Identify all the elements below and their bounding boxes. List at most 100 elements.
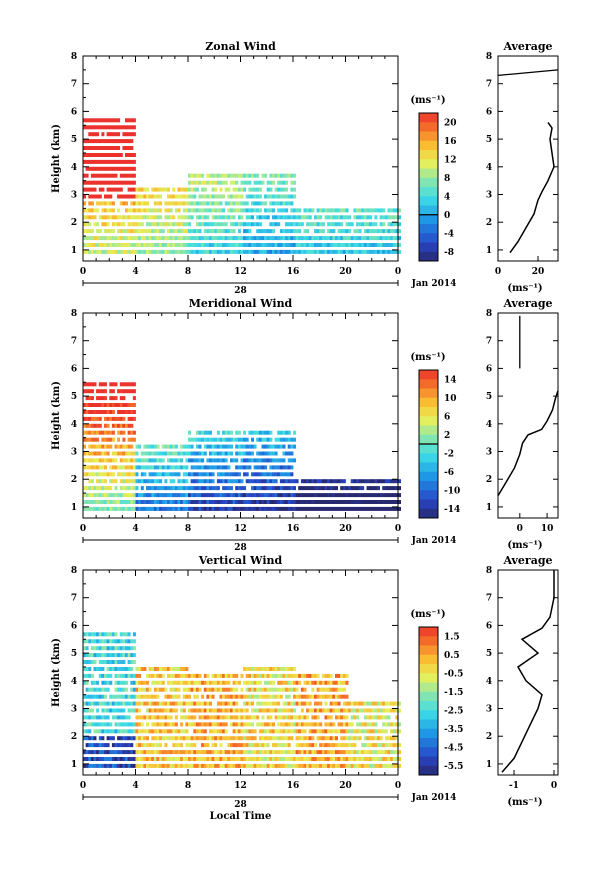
heatmap-cell	[201, 222, 205, 227]
heatmap-cell	[140, 208, 144, 213]
heatmap-cell	[117, 451, 121, 456]
colorbar-tick-label: -2.5	[444, 706, 463, 716]
heatmap-cell	[390, 249, 394, 254]
heatmap-cell	[332, 687, 336, 692]
heatmap-cell	[214, 249, 218, 254]
heatmap-cell	[125, 743, 128, 748]
heatmap-cell	[227, 249, 231, 254]
heatmap-cell	[109, 458, 113, 463]
heatmap-cell	[104, 146, 107, 150]
heatmap-cell	[377, 729, 380, 734]
heatmap-cell	[114, 139, 118, 144]
heatmap-cell	[342, 708, 346, 713]
heatmap-cell	[111, 479, 115, 484]
heatmap-cell	[106, 423, 110, 428]
colorbar-tick-label: 6	[444, 412, 450, 422]
heatmap-cell	[348, 215, 352, 220]
heatmap-cell	[98, 506, 102, 511]
heatmap-cell	[130, 132, 134, 137]
heatmap-cell	[374, 215, 378, 220]
heatmap-cell	[390, 750, 394, 755]
heatmap-cell	[324, 208, 328, 213]
heatmap-cell	[395, 236, 399, 241]
heatmap-cell	[96, 173, 100, 178]
heatmap-cell	[379, 736, 383, 741]
heatmap-cell	[366, 708, 370, 713]
heatmap-cell	[272, 208, 275, 213]
heatmap-cell	[285, 722, 289, 727]
heatmap-cell	[211, 194, 215, 199]
heatmap-cell	[90, 736, 94, 741]
heatmap-cell	[85, 215, 89, 220]
heatmap-cell	[203, 729, 207, 734]
heatmap-cell	[216, 708, 220, 713]
heatmap-cell	[140, 215, 144, 220]
heatmap-cell	[90, 465, 94, 470]
heatmap-cell	[93, 444, 97, 449]
heatmap-cell	[219, 444, 223, 449]
heatmap-cell	[180, 722, 184, 727]
heatmap-cell	[253, 500, 257, 504]
heatmap-cell	[316, 715, 320, 720]
heatmap-cell	[138, 458, 142, 463]
heatmap-cell	[104, 708, 107, 713]
heatmap-cell	[106, 208, 110, 213]
heatmap-cell	[151, 729, 155, 734]
heatmap-cell	[148, 458, 152, 463]
heatmap-cell	[161, 715, 165, 720]
heatmap-cell	[235, 430, 239, 435]
heatmap-cell	[256, 465, 260, 470]
heatmap-cell	[348, 506, 352, 511]
heatmap-cell	[216, 444, 220, 449]
heatmap-cell	[132, 194, 136, 199]
heatmap-cell	[122, 222, 126, 227]
heatmap-cell	[293, 229, 296, 234]
colorbar-tick-label: -2	[444, 449, 454, 459]
heatmap-cell	[88, 416, 92, 421]
heatmap-cell	[348, 743, 352, 748]
heatmap-cell	[314, 229, 317, 234]
heatmap-cell	[198, 180, 202, 185]
heatmap-cell	[201, 465, 205, 470]
heatmap-cell	[104, 500, 107, 504]
heatmap-cell	[122, 236, 126, 241]
average-x-tick-label: 0	[495, 267, 501, 277]
heatmap-cell	[258, 743, 262, 748]
heatmap-cell	[119, 249, 123, 254]
heatmap-cell	[167, 500, 170, 504]
heatmap-cell	[253, 249, 257, 254]
heatmap-cell	[148, 472, 152, 477]
heatmap-cell	[96, 763, 100, 768]
heatmap-cell	[119, 215, 123, 220]
heatmap-cell	[258, 722, 262, 727]
heatmap-cell	[261, 708, 265, 713]
heatmap-cell	[287, 667, 291, 671]
colorbar-tick-label: 8	[444, 174, 450, 184]
heatmap-cell	[253, 687, 257, 692]
colorbar-tick-label: -14	[444, 505, 460, 515]
heatmap-cell	[230, 493, 233, 498]
heatmap-cell	[96, 667, 100, 671]
heatmap-cell	[308, 680, 312, 685]
heatmap-cell	[117, 153, 121, 157]
heatmap-cell	[321, 493, 325, 498]
heatmap-cell	[363, 750, 367, 755]
heatmap-cell	[161, 236, 165, 241]
heatmap-cell	[132, 722, 136, 727]
heatmap-cell	[122, 500, 126, 504]
heatmap-cell	[329, 757, 333, 761]
heatmap-cell	[109, 173, 113, 178]
heatmap-cell	[169, 701, 173, 706]
heatmap-cell	[135, 208, 139, 213]
heatmap-cell	[188, 249, 191, 254]
heatmap-cell	[198, 222, 202, 227]
heatmap-cell	[398, 222, 401, 227]
heatmap-cell	[235, 222, 239, 227]
heatmap-cell	[209, 506, 212, 511]
heatmap-cell	[85, 423, 89, 428]
heatmap-cell	[358, 757, 362, 761]
heatmap-cell	[188, 750, 191, 755]
heatmap-cell	[109, 472, 113, 477]
heatmap-cell	[140, 486, 144, 491]
heatmap-cell	[240, 722, 244, 727]
